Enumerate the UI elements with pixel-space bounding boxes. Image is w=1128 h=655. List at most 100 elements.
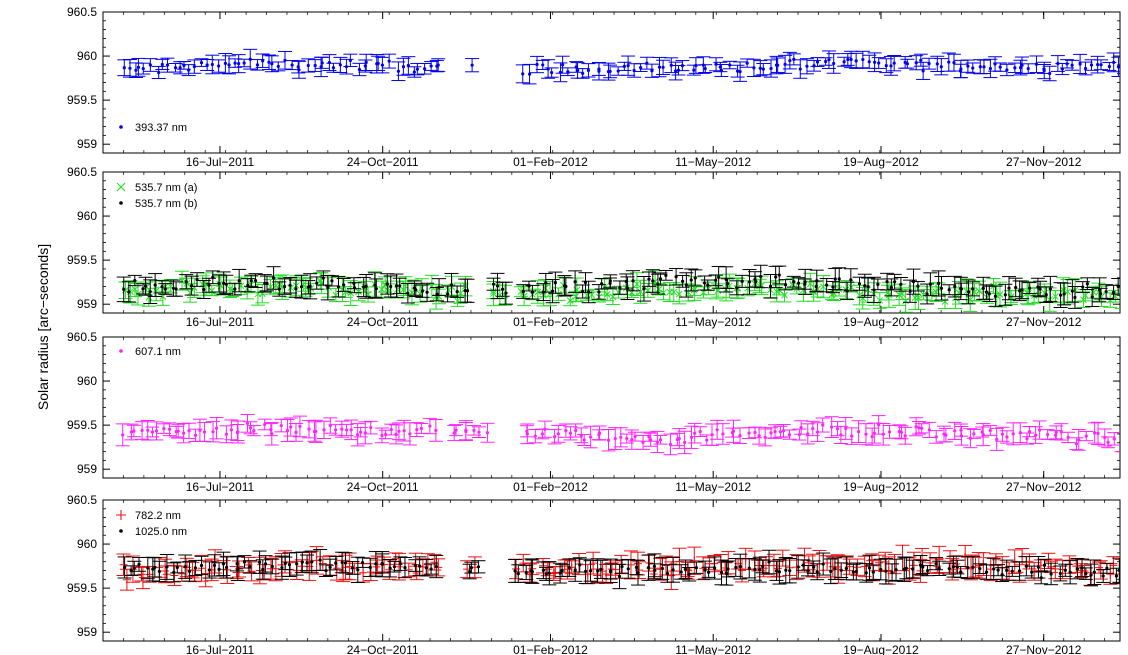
data-point [143, 284, 148, 288]
data-point [583, 280, 588, 285]
data-point [959, 287, 963, 291]
data-point [903, 434, 907, 438]
data-point [187, 429, 191, 433]
data-point [314, 429, 318, 433]
data-point [446, 292, 450, 296]
panel-3: 960.5 960 959.5 959 16−Jul−2011 24−Oct−2011 01… [67, 330, 1121, 494]
data-point [1014, 285, 1018, 290]
data-point [698, 430, 702, 434]
data-point [815, 279, 819, 283]
data-point [1105, 566, 1109, 570]
data-point [1081, 285, 1085, 289]
data-point [455, 290, 459, 294]
data-point [683, 440, 687, 445]
legend-marker [116, 182, 126, 192]
data-point [207, 568, 212, 572]
data-point [199, 563, 204, 568]
data-point [271, 564, 280, 573]
data-point [706, 283, 710, 287]
data-point [616, 69, 620, 73]
data-point [233, 287, 237, 291]
data-point [1084, 434, 1088, 438]
data-point [328, 565, 332, 569]
data-point [1106, 440, 1110, 444]
data-point [670, 288, 678, 296]
data-point [630, 438, 634, 442]
data-point [1062, 292, 1066, 296]
data-point [521, 72, 525, 76]
data-point [856, 430, 861, 434]
data-point [757, 434, 761, 438]
data-point [1026, 67, 1030, 71]
y-tick-label: 959 [77, 297, 97, 311]
x-tick-label: 24−Oct−2011 [347, 155, 419, 169]
data-point [1093, 431, 1097, 435]
data-point [1078, 62, 1082, 66]
data-point [1075, 567, 1080, 571]
data-point [153, 283, 157, 287]
data-point [884, 569, 888, 573]
data-point [1020, 288, 1024, 292]
data-point [468, 569, 472, 574]
legend-label: 393.37 nm [135, 122, 187, 134]
x-tick-label: 24−Oct−2011 [347, 315, 419, 329]
data-point [574, 65, 578, 69]
data-point [1085, 282, 1089, 286]
data-point [1005, 568, 1009, 572]
data-point [761, 564, 765, 569]
data-point [1058, 571, 1062, 576]
data-point [1070, 289, 1074, 293]
data-point [823, 558, 832, 567]
data-point [1028, 286, 1032, 290]
data-point [343, 561, 348, 565]
data-point [752, 66, 756, 70]
data-point [1003, 293, 1007, 297]
data-points [115, 413, 1120, 456]
data-point [322, 428, 326, 432]
data-point [854, 59, 858, 63]
data-point [1070, 63, 1074, 67]
x-tick-label: 16−Jul−2011 [186, 155, 255, 169]
data-point [769, 66, 773, 71]
data-point [356, 568, 360, 572]
data-point [1098, 292, 1103, 296]
data-point [719, 68, 723, 73]
data-point [861, 57, 865, 62]
x-tick-label: 19−Aug−2012 [843, 155, 919, 169]
legend-marker [119, 349, 123, 353]
data-point [867, 566, 872, 570]
data-point [984, 290, 989, 294]
data-point [735, 69, 740, 73]
data-point [850, 434, 854, 438]
data-point [798, 67, 802, 71]
data-point [1013, 66, 1017, 70]
data-point [881, 432, 885, 436]
data-point [178, 66, 182, 70]
data-point [649, 438, 653, 442]
data-point [1058, 293, 1063, 297]
data-point [490, 290, 497, 297]
data-point [378, 286, 386, 293]
data-point [633, 280, 641, 288]
data-point [884, 289, 892, 297]
data-point [1068, 570, 1072, 574]
data-point [1034, 62, 1039, 66]
data-point [783, 283, 788, 287]
data-point [988, 428, 992, 433]
data-point [394, 432, 398, 436]
data-point [661, 561, 670, 570]
data-point [703, 67, 707, 71]
data-point [157, 70, 161, 75]
data-point [864, 432, 868, 436]
data-point [984, 570, 989, 574]
data-point [811, 426, 815, 431]
series-2 [116, 264, 1120, 309]
data-point [815, 570, 819, 574]
data-point [297, 68, 301, 72]
data-point [369, 426, 373, 430]
data-point [885, 280, 889, 284]
data-point [689, 435, 694, 439]
data-point [1020, 63, 1024, 67]
data-point [738, 70, 742, 74]
data-point [889, 64, 893, 68]
